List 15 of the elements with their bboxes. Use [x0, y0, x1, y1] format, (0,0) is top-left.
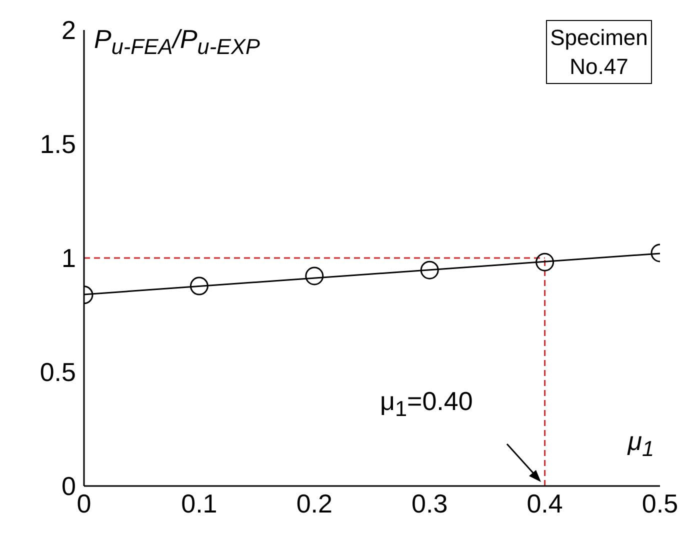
x-tick-label: 0.2 — [296, 488, 332, 518]
x-tick-label: 0.1 — [181, 488, 218, 518]
y-axis-title: P$_{u-FEA}$/P$_{u-EXP}$ — [94, 24, 260, 60]
point — [420, 260, 439, 280]
x-axis-title: μ$_{1}$ — [628, 426, 654, 462]
annotation: Specimen No.47 — [546, 20, 652, 84]
x-tick-label: 0.3 — [412, 488, 448, 518]
x-tick-label: 0.4 — [526, 488, 563, 518]
y-tick-label: 1.5 — [40, 129, 76, 160]
annotation: μ$_{1}$=0.40 — [380, 386, 473, 422]
y-tick-label: 0.5 — [40, 357, 76, 388]
y-tick-label: 2 — [62, 15, 76, 46]
x-tick-label: 0.5 — [642, 488, 678, 518]
y-tick-label: 1 — [62, 243, 76, 274]
point — [305, 266, 324, 286]
